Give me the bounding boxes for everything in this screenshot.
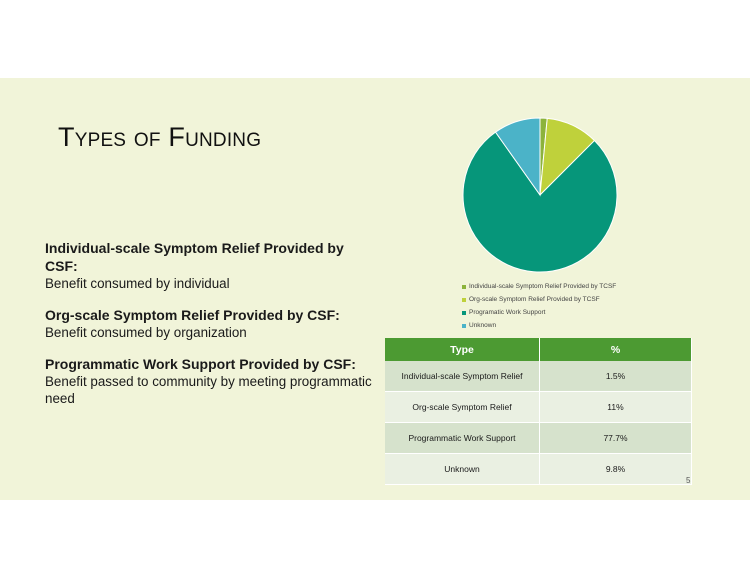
- pie-slice: [494, 117, 541, 197]
- pie-slice: [462, 131, 618, 273]
- table-row: Org-scale Symptom Relief 11%: [385, 391, 692, 423]
- definition-description: Benefit consumed by individual: [45, 276, 230, 291]
- definition-description: Benefit passed to community by meeting p…: [45, 374, 372, 406]
- table-row: Programmatic Work Support 77.7%: [385, 422, 692, 454]
- table-cell-type: Org-scale Symptom Relief: [385, 391, 540, 423]
- legend-label: Programatic Work Support: [469, 309, 546, 316]
- definition-item: Org-scale Symptom Relief Provided by CSF…: [45, 306, 375, 341]
- slide: Types of Funding Individual-scale Sympto…: [0, 78, 750, 500]
- table-cell-percent: 11%: [539, 391, 692, 423]
- table-cell-percent: 77.7%: [539, 422, 692, 454]
- legend-item: Org-scale Symptom Relief Provided by TCS…: [462, 293, 616, 306]
- table-cell-type: Unknown: [385, 453, 540, 485]
- legend-swatch: [462, 310, 466, 315]
- table-cell-percent: 1.5%: [539, 361, 692, 392]
- definition-term: Individual-scale Symptom Relief Provided…: [45, 240, 344, 274]
- definition-description: Benefit consumed by organization: [45, 325, 247, 340]
- table-header-row: Type %: [385, 338, 692, 361]
- page-number: 5: [686, 476, 691, 485]
- legend-swatch: [462, 284, 466, 289]
- legend-label: Org-scale Symptom Relief Provided by TCS…: [469, 296, 600, 303]
- table-row: Unknown 9.8%: [385, 453, 692, 485]
- table-cell-percent: 9.8%: [539, 453, 692, 485]
- legend-item: Individual-scale Symptom Relief Provided…: [462, 280, 616, 293]
- chart-legend: Individual-scale Symptom Relief Provided…: [462, 280, 616, 332]
- funding-table: Type % Individual-scale Symptom Relief 1…: [385, 338, 692, 485]
- legend-item: Programatic Work Support: [462, 306, 616, 319]
- legend-item: Unknown: [462, 319, 616, 332]
- legend-swatch: [462, 297, 466, 302]
- funding-pie-chart: [462, 117, 618, 273]
- table-cell-type: Programmatic Work Support: [385, 422, 540, 454]
- table-row: Individual-scale Symptom Relief 1.5%: [385, 361, 692, 392]
- definitions-list: Individual-scale Symptom Relief Provided…: [45, 239, 375, 421]
- table-header-type: Type: [385, 338, 540, 361]
- slide-title: Types of Funding: [58, 122, 262, 152]
- definition-item: Individual-scale Symptom Relief Provided…: [45, 239, 375, 292]
- legend-swatch: [462, 323, 466, 328]
- definition-term: Org-scale Symptom Relief Provided by CSF…: [45, 307, 340, 323]
- legend-label: Unknown: [469, 322, 497, 329]
- definition-term: Programmatic Work Support Provided by CS…: [45, 356, 356, 372]
- table-cell-type: Individual-scale Symptom Relief: [385, 361, 540, 392]
- table-header-percent: %: [539, 338, 692, 361]
- legend-label: Individual-scale Symptom Relief Provided…: [469, 283, 617, 290]
- definition-item: Programmatic Work Support Provided by CS…: [45, 355, 375, 407]
